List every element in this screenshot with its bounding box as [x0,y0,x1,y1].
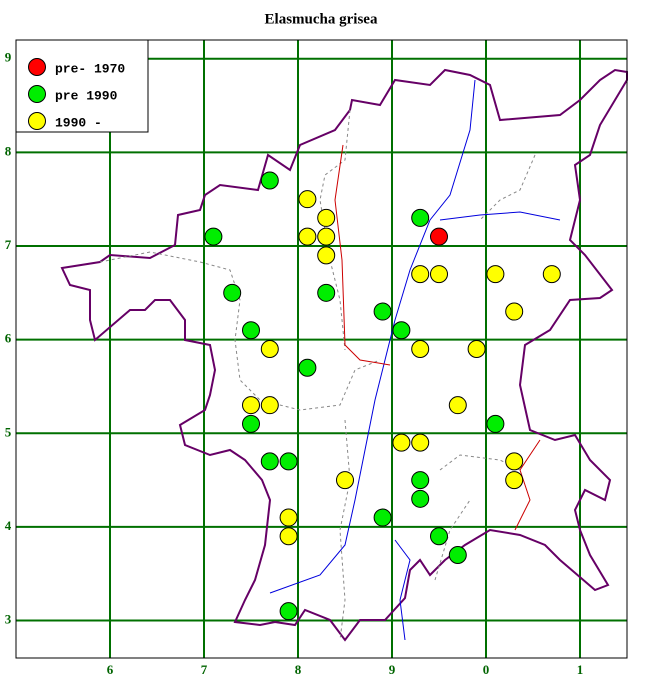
legend-label: pre- 1970 [55,61,125,76]
points [204,171,561,621]
record-dot [542,265,561,284]
record-dot [467,340,486,358]
record-dot [317,227,336,246]
record-dot [298,227,317,246]
record-dot [430,265,448,284]
region-outline [60,68,628,642]
legend-label: pre 1990 [55,88,118,103]
legend: pre- 1970 pre 1990 1990 - [28,58,125,130]
legend-label: 1990 - [55,115,102,130]
y-tick-label: 8 [5,143,12,158]
record-dot [411,489,430,508]
record-dot [392,321,411,340]
record-dot [298,190,317,209]
record-dot [411,471,430,490]
record-dot [336,471,354,490]
record-dot [298,358,317,377]
record-dot [486,265,505,284]
record-dot [242,321,260,340]
plot-frame [15,39,628,659]
record-dot [430,227,448,246]
record-dot [505,471,524,490]
record-dot [260,396,279,415]
record-dot [223,283,242,302]
legend-marker [28,58,46,76]
record-dot [411,265,430,284]
x-tick-label: 9 [389,662,396,677]
record-dot [260,340,279,358]
record-dot [430,527,448,546]
record-dot [242,396,260,415]
map-title: Elasmucha grisea [265,11,378,27]
record-dot [260,452,279,471]
y-tick-label: 4 [5,518,12,533]
record-dot [279,508,298,527]
y-tick-label: 6 [5,331,12,346]
record-dot [317,208,336,227]
record-dot [279,602,298,621]
record-dot [260,171,279,190]
record-dot [505,302,524,321]
grid [16,40,627,658]
record-dot [279,452,298,471]
rivers [269,79,561,641]
legend-marker [28,85,46,103]
x-tick-label: 6 [107,662,114,677]
record-dot [411,208,430,227]
record-dot [505,452,524,471]
record-dot [448,546,467,564]
y-tick-label: 9 [5,50,12,65]
record-dot [204,227,223,246]
legend-marker [28,112,46,130]
record-dot [373,302,392,321]
x-tick-label: 0 [483,662,490,677]
record-dot [242,414,260,433]
record-dot [448,396,467,415]
record-dot [392,433,411,452]
x-tick-label: 8 [295,662,302,677]
record-dot [411,340,430,358]
y-tick-label: 5 [5,424,12,439]
record-dot [411,433,430,452]
record-dot [486,414,505,433]
y-tick-label: 3 [5,612,12,627]
record-dot [317,246,336,265]
record-dot [373,508,392,527]
x-tick-label: 7 [201,662,208,677]
x-tick-label: 1 [577,662,584,677]
boundaries [99,109,536,641]
record-dot [317,283,336,302]
y-tick-label: 7 [5,237,12,252]
record-dot [279,527,298,546]
